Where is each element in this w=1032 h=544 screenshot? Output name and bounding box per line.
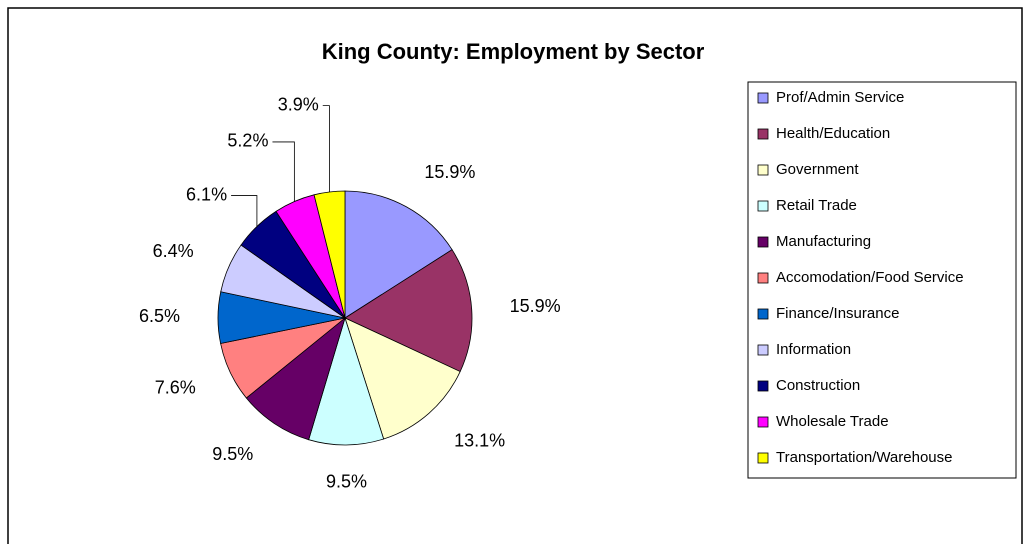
pie-slice [344,249,473,373]
leader-line [231,195,258,227]
data-label: 6.1% [186,184,227,204]
legend-label: Retail Trade [776,197,857,214]
data-label: 13.1% [454,431,505,451]
legend-label: Transportation/Warehouse [776,449,952,466]
legend-swatch [757,200,769,212]
legend-box [747,81,1017,479]
legend-swatch [757,128,769,140]
legend-label: Health/Education [776,125,890,142]
pie-slice [308,316,385,446]
legend-swatch [757,380,769,392]
legend-swatch [757,272,769,284]
legend-label: Construction [776,377,860,394]
pie-slice [344,190,453,319]
legend-label: Manufacturing [776,233,871,250]
data-label: 9.5% [212,444,253,464]
legend-label: Information [776,341,851,358]
legend-swatch [757,416,769,428]
data-label: 3.9% [278,94,319,114]
legend-swatch [757,236,769,248]
leader-line [272,141,295,202]
pie-slice [344,317,461,440]
data-label: 7.6% [155,377,196,397]
pie-slice [245,316,346,441]
chart-title: King County: Employment by Sector [322,39,705,64]
data-label: 15.9% [424,162,475,182]
legend-label: Accomodation/Food Service [776,269,964,286]
legend-swatch [757,344,769,356]
legend-label: Wholesale Trade [776,413,889,430]
legend-label: Finance/Insurance [776,305,899,322]
legend-swatch [757,452,769,464]
data-label: 9.5% [326,472,367,492]
data-label: 5.2% [227,131,268,151]
data-label: 6.4% [153,241,194,261]
legend-swatch [757,164,769,176]
data-label: 6.5% [139,306,180,326]
data-label: 15.9% [510,296,561,316]
legend-label: Government [776,161,859,178]
leader-line [322,105,330,192]
legend-swatch [757,308,769,320]
legend-label: Prof/Admin Service [776,89,904,106]
legend-swatch [757,92,769,104]
